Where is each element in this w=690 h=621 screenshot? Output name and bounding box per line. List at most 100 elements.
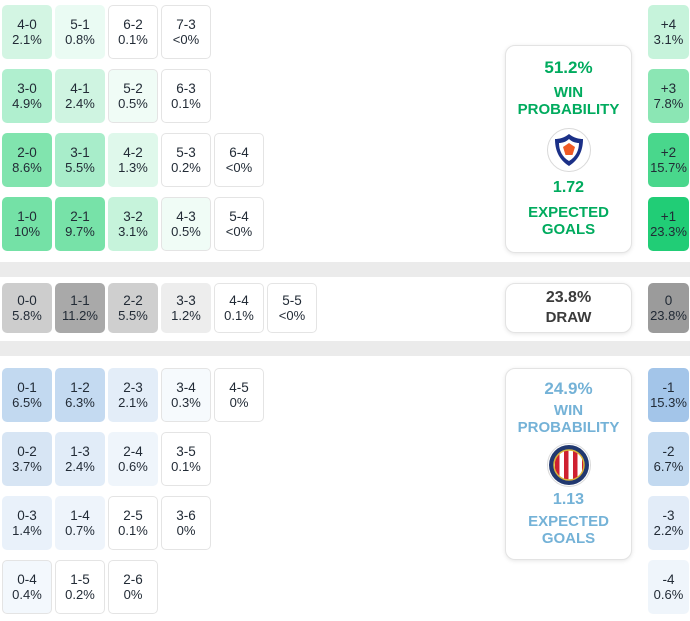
- score-row: 2-0 8.6% 3-1 5.5% 4-2 1.3% 5-3 0.2% 6-4 <0%: [2, 133, 264, 187]
- score-row: 0-4 0.4% 1-5 0.2% 2-6 0%: [2, 560, 264, 614]
- margin-cell: -1 15.3%: [648, 368, 689, 422]
- margin-cell-pct: 23.8%: [650, 308, 687, 324]
- score-cell-pct: 2.4%: [65, 459, 95, 475]
- score-cell-pct: 5.5%: [65, 160, 95, 176]
- score-cell-label: 6-2: [123, 16, 143, 32]
- margin-cell-pct: 6.7%: [653, 459, 684, 475]
- draw-margin-column: 0 23.8%: [648, 283, 689, 333]
- score-cell: 4-0 2.1%: [2, 5, 52, 59]
- score-cell: 1-3 2.4%: [55, 432, 105, 486]
- score-cell-pct: 0.2%: [171, 160, 201, 176]
- score-cell-pct: <0%: [278, 308, 306, 324]
- label-line: PROBABILITY: [517, 419, 620, 437]
- score-cell: 3-6 0%: [161, 496, 211, 550]
- label-line: EXPECTED: [528, 203, 609, 221]
- score-cell-label: 2-3: [123, 379, 143, 395]
- score-cell-pct: 0.5%: [171, 224, 201, 240]
- score-cell-label: 3-0: [17, 80, 37, 96]
- score-cell: 5-3 0.2%: [161, 133, 211, 187]
- margin-cell-pct: 15.7%: [650, 160, 687, 176]
- score-cell-label: 3-3: [176, 292, 196, 308]
- away-win-probability-label: WIN PROBABILITY: [518, 402, 620, 437]
- margin-cell-label: +3: [660, 80, 677, 96]
- margin-cell: +3 7.8%: [648, 69, 689, 123]
- margin-cell: -4 0.6%: [648, 560, 689, 614]
- score-cell-label: 4-0: [17, 16, 37, 32]
- score-cell-pct: 0%: [229, 395, 249, 411]
- label-line: GOALS: [541, 530, 596, 548]
- score-cell-pct: 5.8%: [12, 308, 42, 324]
- score-cell-pct: 0.1%: [171, 459, 201, 475]
- label-line: WIN: [553, 83, 584, 101]
- score-cell-label: 2-5: [123, 507, 143, 523]
- score-cell-pct: 0%: [176, 523, 196, 539]
- score-cell: 6-2 0.1%: [108, 5, 158, 59]
- score-cell-label: 6-4: [229, 144, 249, 160]
- chivas-guadalajara-logo-icon: [546, 442, 591, 487]
- home-win-probability-label: WIN PROBABILITY: [518, 84, 620, 119]
- section-divider: [0, 341, 690, 356]
- score-cell-label: 4-2: [123, 144, 143, 160]
- home-win-probability-value: 51.2%: [544, 58, 593, 77]
- fc-cincinnati-logo-icon: [546, 127, 591, 172]
- score-cell: 0-4 0.4%: [2, 560, 52, 614]
- score-cell-pct: 2.4%: [65, 96, 95, 112]
- score-cell: 2-1 9.7%: [55, 197, 105, 251]
- score-cell: 1-0 10%: [2, 197, 52, 251]
- score-cell-label: 0-2: [17, 443, 37, 459]
- margin-cell-label: -4: [662, 571, 675, 587]
- score-cell-pct: 1.2%: [171, 308, 201, 324]
- score-cell: 1-1 11.2%: [55, 283, 105, 333]
- score-cell-label: 2-0: [17, 144, 37, 160]
- score-cell: 5-2 0.5%: [108, 69, 158, 123]
- score-cell-pct: 0.6%: [118, 459, 148, 475]
- score-cell-label: 0-0: [17, 292, 37, 308]
- score-cell-pct: 0.2%: [65, 587, 95, 603]
- score-cell-label: 0-4: [17, 571, 37, 587]
- score-cell: 2-6 0%: [108, 560, 158, 614]
- score-cell-pct: 2.1%: [12, 32, 42, 48]
- score-cell-pct: 3.7%: [12, 459, 42, 475]
- away-margin-column: -1 15.3% -2 6.7% -3 2.2% -4 0.6%: [648, 368, 689, 614]
- score-cell-label: 4-3: [176, 208, 196, 224]
- score-cell-label: 3-5: [176, 443, 196, 459]
- score-cell-pct: 2.1%: [118, 395, 148, 411]
- away-win-section: 0-1 6.5% 1-2 6.3% 2-3 2.1% 3-4 0.3% 4-5 0% 0-2 3.7%…: [0, 356, 690, 621]
- score-row: 4-0 2.1% 5-1 0.8% 6-2 0.1% 7-3 <0%: [2, 5, 264, 59]
- score-cell: 2-3 2.1%: [108, 368, 158, 422]
- margin-cell-label: -2: [662, 443, 675, 459]
- score-cell: 3-3 1.2%: [161, 283, 211, 333]
- score-cell: 4-1 2.4%: [55, 69, 105, 123]
- score-cell: 1-4 0.7%: [55, 496, 105, 550]
- margin-cell-pct: 2.2%: [653, 523, 684, 539]
- score-cell: 0-0 5.8%: [2, 283, 52, 333]
- score-cell-pct: 0.3%: [171, 395, 201, 411]
- margin-cell-pct: 23.3%: [650, 224, 687, 240]
- score-cell-pct: 0.1%: [224, 308, 254, 324]
- score-cell-label: 2-4: [123, 443, 143, 459]
- score-cell: 6-4 <0%: [214, 133, 264, 187]
- score-cell-pct: <0%: [225, 160, 253, 176]
- margin-cell-pct: 3.1%: [653, 32, 684, 48]
- score-cell: 2-2 5.5%: [108, 283, 158, 333]
- score-cell-label: 4-5: [229, 379, 249, 395]
- score-cell-pct: 6.5%: [12, 395, 42, 411]
- score-cell: 4-2 1.3%: [108, 133, 158, 187]
- score-cell-label: 2-6: [123, 571, 143, 587]
- score-cell-pct: 3.1%: [118, 224, 148, 240]
- score-cell-pct: 8.6%: [12, 160, 42, 176]
- score-row: 3-0 4.9% 4-1 2.4% 5-2 0.5% 6-3 0.1%: [2, 69, 264, 123]
- label-line: GOALS: [541, 221, 596, 239]
- score-cell: 2-0 8.6%: [2, 133, 52, 187]
- draw-score-grid: 0-0 5.8% 1-1 11.2% 2-2 5.5% 3-3 1.2% 4-4 0.1% 5-5 <…: [2, 283, 317, 333]
- margin-cell: -2 6.7%: [648, 432, 689, 486]
- score-cell-pct: 0.1%: [118, 523, 148, 539]
- score-cell: 0-1 6.5%: [2, 368, 52, 422]
- draw-section: 0-0 5.8% 1-1 11.2% 2-2 5.5% 3-3 1.2% 4-4 0.1% 5-5 <…: [0, 277, 690, 341]
- score-cell-label: 4-1: [70, 80, 90, 96]
- score-cell: 6-3 0.1%: [161, 69, 211, 123]
- margin-cell-label: +4: [660, 16, 677, 32]
- score-cell-pct: 5.5%: [118, 308, 148, 324]
- score-cell-label: 5-2: [123, 80, 143, 96]
